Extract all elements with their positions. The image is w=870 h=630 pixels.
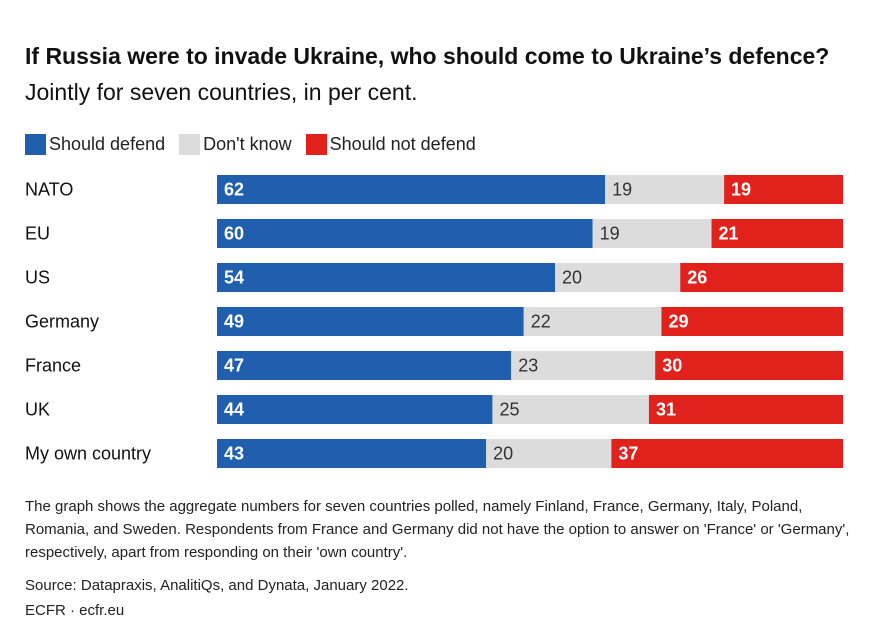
bar-should-not-defend-us [680,263,843,292]
legend: Should defend Don't know Should not defe… [25,133,490,155]
bar-should-defend-us [217,263,556,292]
chart-title-subtitle: Jointly for seven countries, in per cent… [25,79,418,105]
legend-label-should-not-defend: Should not defend [329,133,476,154]
category-label-uk: UK [25,400,50,420]
value-label-should-not-defend-nato: 19 [731,180,751,200]
bar-don-t-know-eu [592,219,712,248]
bar-don-t-know-uk [492,395,649,424]
legend-swatch-should-not-defend [305,133,327,155]
bar-should-not-defend-uk [648,395,843,424]
category-label-france: France [25,356,81,376]
value-label-should-not-defend-eu: 21 [719,224,739,244]
value-label-don-t-know-uk: 25 [499,400,519,420]
value-label-don-t-know-my-own-country: 20 [493,444,513,464]
legend-item-should-defend: Should defend [25,133,166,155]
legend-item-dont-know: Don't know [179,133,292,155]
category-label-nato: NATO [25,180,73,200]
bar-don-t-know-germany [523,307,662,336]
bar-should-defend-nato [217,175,606,204]
bar-should-defend-germany [217,307,524,336]
value-label-don-t-know-eu: 19 [600,224,620,244]
value-label-should-not-defend-my-own-country: 37 [618,444,638,464]
value-label-don-t-know-germany: 22 [531,312,551,332]
value-label-should-not-defend-us: 26 [687,268,707,288]
bar-don-t-know-nato [605,175,725,204]
chart-title-bold: If Russia were to invade Ukraine, who sh… [25,43,830,69]
legend-item-should-not-defend: Should not defend [305,133,476,155]
chart-title: If Russia were to invade Ukraine, who sh… [25,38,845,110]
bar-should-defend-uk [217,395,493,424]
value-label-don-t-know-france: 23 [518,356,538,376]
bar-should-not-defend-eu [711,219,843,248]
bar-should-not-defend-france [655,351,843,380]
bar-should-defend-france [217,351,512,380]
bar-should-defend-my-own-country [217,439,487,468]
legend-swatch-should-defend [25,133,46,155]
bar-don-t-know-my-own-country [486,439,612,468]
value-label-should-not-defend-germany: 29 [668,312,688,332]
value-label-should-not-defend-uk: 31 [656,400,676,420]
value-label-should-defend-uk: 44 [224,400,244,420]
value-label-should-defend-france: 47 [224,356,244,376]
legend-swatch-dont-know [179,133,201,155]
category-label-us: US [25,268,50,288]
bar-should-not-defend-my-own-country [611,439,843,468]
bar-should-defend-eu [217,219,593,248]
bar-don-t-know-us [555,263,681,292]
category-label-germany: Germany [25,312,99,332]
value-label-should-defend-us: 54 [224,268,244,288]
source-note: Source: Datapraxis, AnalitiQs, and Dynat… [25,577,409,594]
value-label-should-defend-eu: 60 [224,224,244,244]
bar-should-not-defend-germany [661,307,843,336]
legend-label-dont-know: Don't know [203,133,292,154]
category-label-eu: EU [25,224,50,244]
brand-credit: ECFR · ecfr.eu [25,602,125,619]
value-label-should-not-defend-france: 30 [662,356,682,376]
bar-don-t-know-france [511,351,656,380]
legend-label-should-defend: Should defend [49,133,166,154]
category-label-my-own-country: My own country [25,444,151,464]
footnote: The graph shows the aggregate numbers fo… [25,498,850,561]
bar-should-not-defend-nato [724,175,843,204]
value-label-should-defend-germany: 49 [224,312,244,332]
value-label-don-t-know-us: 20 [562,268,582,288]
value-label-should-defend-nato: 62 [224,180,244,200]
stacked-bar-chart: NATO 62 19 19 EU 60 19 21 US 54 20 26 Germany 49 22 29 F… [25,175,843,468]
value-label-should-defend-my-own-country: 43 [224,444,244,464]
value-label-don-t-know-nato: 19 [612,180,632,200]
